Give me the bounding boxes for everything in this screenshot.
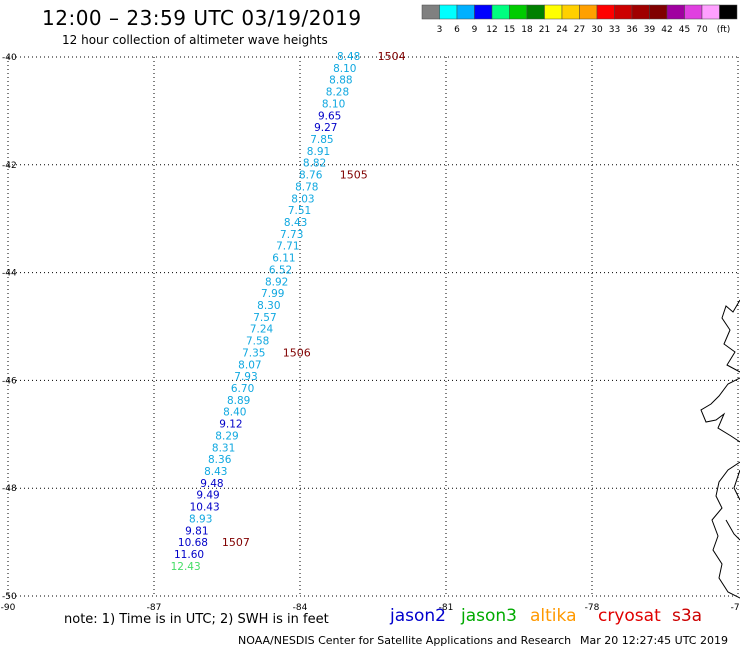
wave-height-point: 8.76 <box>299 170 323 182</box>
legend-altika: altika <box>530 606 577 626</box>
wave-height-point: 8.07 <box>238 359 261 371</box>
color-scale-tick: 15 <box>504 25 515 35</box>
color-scale-tick: 3 <box>437 25 443 35</box>
y-tick-label: -42 <box>2 161 17 171</box>
x-tick-label: -84 <box>293 603 308 613</box>
legend-cryosat: cryosat <box>598 606 661 626</box>
wave-height-point: 7.85 <box>310 134 333 146</box>
wave-height-point: 12.43 <box>171 561 201 573</box>
color-swatch <box>719 4 738 20</box>
wave-height-point: 9.49 <box>196 490 219 502</box>
legend-jason3: jason3 <box>461 606 517 626</box>
generated-timestamp: Mar 20 12:27:45 UTC 2019 <box>580 634 728 647</box>
wave-height-point: 9.27 <box>314 122 337 134</box>
x-tick-label: -75 <box>731 603 740 613</box>
wave-height-point: 8.43 <box>204 466 227 478</box>
wave-height-point: 7.99 <box>261 288 284 300</box>
color-scale-legend: 3 6 9 12 15 18 21 24 27 30 33 36 39 42 45 70 (ft) <box>421 4 738 35</box>
wave-height-point: 7.57 <box>253 312 276 324</box>
x-tick-label: -81 <box>439 603 454 613</box>
wave-height-point: 8.82 <box>303 158 326 170</box>
pass-time-label: 1506 <box>283 346 311 359</box>
wave-height-point: 8.92 <box>265 276 288 288</box>
footnote: note: 1) Time is in UTC; 2) SWH is in fe… <box>64 612 329 627</box>
wave-height-point: 6.70 <box>231 383 254 395</box>
wave-height-point: 8.31 <box>212 442 235 454</box>
wave-height-point: 8.40 <box>223 407 246 419</box>
wave-height-point: 8.43 <box>284 217 307 229</box>
legend-s3a: s3a <box>672 606 703 626</box>
wave-height-point: 9.65 <box>318 110 341 122</box>
wave-height-point: 8.03 <box>291 193 314 205</box>
wave-height-point: 7.35 <box>242 347 265 359</box>
wave-height-point: 6.52 <box>269 264 292 276</box>
x-tick-label: -78 <box>585 603 600 613</box>
color-scale-tick: 42 <box>661 25 672 35</box>
wave-height-point: 8.10 <box>333 63 356 75</box>
color-scale-tick: 33 <box>609 25 620 35</box>
x-tick-label: -90 <box>1 603 16 613</box>
legend-jason2: jason2 <box>390 606 446 626</box>
wave-height-point: 8.78 <box>295 181 318 193</box>
color-scale-tick: 27 <box>574 25 585 35</box>
wave-height-point: 10.68 <box>178 537 208 549</box>
color-scale-tick: 24 <box>556 25 568 35</box>
color-scale-tick: 6 <box>454 25 460 35</box>
chart-subtitle: 12 hour collection of altimeter wave hei… <box>62 33 328 47</box>
y-tick-label: -40 <box>2 53 17 63</box>
wave-height-point: 8.93 <box>189 513 212 525</box>
coastline <box>700 299 740 599</box>
wave-height-point: 11.60 <box>174 549 204 561</box>
color-scale-tick: 12 <box>486 25 497 35</box>
wave-height-point: 7.73 <box>280 229 303 241</box>
color-scale-unit: (ft) <box>717 25 731 35</box>
wave-height-point: 8.88 <box>329 75 352 87</box>
credit-line: NOAA/NESDIS Center for Satellite Applica… <box>238 634 572 647</box>
wave-height-point: 8.89 <box>227 395 250 407</box>
color-scale-tick: 9 <box>472 25 478 35</box>
wave-height-point: 7.71 <box>276 241 299 253</box>
wave-height-point: 10.43 <box>190 502 220 514</box>
x-tick-label: -87 <box>147 603 162 613</box>
y-tick-label: -48 <box>2 484 17 494</box>
wave-height-point: 7.93 <box>234 371 257 383</box>
wave-height-point: 8.28 <box>326 87 349 99</box>
wave-height-point: 8.48 <box>337 51 360 63</box>
wave-height-point: 8.29 <box>215 430 238 442</box>
wave-height-point: 8.91 <box>307 146 330 158</box>
y-tick-label: -50 <box>2 592 17 602</box>
color-scale-tick: 45 <box>679 25 690 35</box>
pass-time-label: 1505 <box>340 169 368 182</box>
color-scale-tick: 30 <box>591 25 603 35</box>
wave-height-point: 8.10 <box>322 98 345 110</box>
color-scale-tick: 18 <box>521 25 533 35</box>
y-tick-label: -46 <box>2 376 17 386</box>
wave-height-point: 8.30 <box>257 300 280 312</box>
color-scale-tick: 70 <box>696 25 708 35</box>
wave-height-point: 8.36 <box>208 454 232 466</box>
wave-height-point: 6.11 <box>272 253 295 265</box>
wave-height-point: 7.51 <box>288 205 311 217</box>
wave-height-point: 9.48 <box>200 478 223 490</box>
wave-height-point: 7.58 <box>246 336 269 348</box>
pass-time-label: 1507 <box>222 536 250 549</box>
color-scale-tick: 36 <box>626 25 638 35</box>
y-tick-label: -44 <box>2 269 17 279</box>
wave-height-point: 9.81 <box>185 525 208 537</box>
wave-height-point: 7.24 <box>250 324 274 336</box>
pass-time-label: 1504 <box>378 50 406 63</box>
color-scale-tick: 21 <box>539 25 550 35</box>
wave-height-point: 9.12 <box>219 419 242 431</box>
color-scale-tick: 39 <box>644 25 656 35</box>
chart-title: 12:00 – 23:59 UTC 03/19/2019 <box>42 6 362 30</box>
